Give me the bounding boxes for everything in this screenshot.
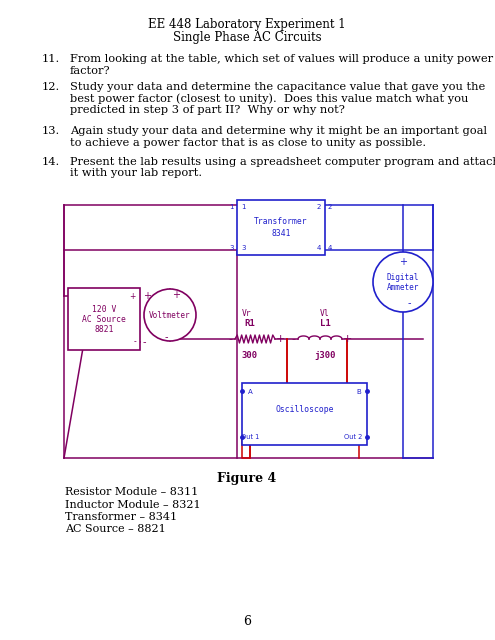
Text: Inductor Module – 8321: Inductor Module – 8321 bbox=[65, 499, 200, 509]
Text: to achieve a power factor that is as close to unity as possible.: to achieve a power factor that is as clo… bbox=[70, 138, 426, 147]
Text: EE 448 Laboratory Experiment 1: EE 448 Laboratory Experiment 1 bbox=[148, 18, 346, 31]
Text: R1: R1 bbox=[245, 319, 255, 328]
Text: Digital: Digital bbox=[387, 273, 419, 282]
Bar bbox=[237, 200, 325, 255]
Text: Figure 4: Figure 4 bbox=[217, 472, 277, 485]
Text: -: - bbox=[291, 334, 295, 344]
Text: Vr: Vr bbox=[242, 308, 252, 317]
Text: Transformer – 8341: Transformer – 8341 bbox=[65, 512, 177, 522]
Text: Ammeter: Ammeter bbox=[387, 284, 419, 292]
Text: Again study your data and determine why it might be an important goal: Again study your data and determine why … bbox=[70, 126, 487, 136]
Text: Transformer: Transformer bbox=[254, 217, 308, 226]
Text: predicted in step 3 of part II?  Why or why not?: predicted in step 3 of part II? Why or w… bbox=[70, 105, 345, 115]
Text: 3: 3 bbox=[230, 245, 234, 251]
Text: Out 2: Out 2 bbox=[344, 434, 362, 440]
Text: 120 V: 120 V bbox=[92, 305, 116, 314]
Text: 3: 3 bbox=[241, 245, 246, 251]
Text: +: + bbox=[143, 291, 151, 301]
Text: 8341: 8341 bbox=[271, 229, 291, 238]
Text: 1: 1 bbox=[230, 204, 234, 210]
Text: Study your data and determine the capacitance value that gave you the: Study your data and determine the capaci… bbox=[70, 82, 485, 92]
Text: Single Phase AC Circuits: Single Phase AC Circuits bbox=[173, 31, 321, 44]
Text: Oscilloscope: Oscilloscope bbox=[275, 406, 334, 415]
Text: AC Source – 8821: AC Source – 8821 bbox=[65, 525, 166, 534]
Text: AC Source: AC Source bbox=[82, 314, 126, 323]
Text: From looking at the table, which set of values will produce a unity power: From looking at the table, which set of … bbox=[70, 54, 493, 64]
Text: -: - bbox=[228, 334, 232, 344]
Text: -: - bbox=[133, 337, 136, 346]
Text: +: + bbox=[343, 334, 351, 344]
Text: +: + bbox=[130, 292, 136, 301]
Text: Present the lab results using a spreadsheet computer program and attach: Present the lab results using a spreadsh… bbox=[70, 157, 495, 167]
Text: +: + bbox=[172, 290, 180, 300]
Circle shape bbox=[373, 252, 433, 312]
Text: -: - bbox=[164, 332, 168, 342]
Text: -: - bbox=[143, 337, 147, 347]
Text: B: B bbox=[356, 389, 361, 395]
Text: 4: 4 bbox=[328, 245, 332, 251]
Text: factor?: factor? bbox=[70, 65, 110, 76]
Text: Resistor Module – 8311: Resistor Module – 8311 bbox=[65, 487, 198, 497]
Text: Voltmeter: Voltmeter bbox=[149, 310, 191, 319]
Text: +: + bbox=[275, 334, 285, 344]
Text: Vl: Vl bbox=[320, 308, 330, 317]
Text: 11.: 11. bbox=[42, 54, 60, 64]
Text: 4: 4 bbox=[317, 245, 321, 251]
Text: 13.: 13. bbox=[42, 126, 60, 136]
Text: 1: 1 bbox=[241, 204, 246, 210]
Text: Out 1: Out 1 bbox=[241, 434, 259, 440]
Text: it with your lab report.: it with your lab report. bbox=[70, 168, 202, 179]
Bar bbox=[68, 288, 140, 350]
Text: -: - bbox=[407, 298, 411, 308]
Text: j300: j300 bbox=[314, 351, 336, 360]
Text: L1: L1 bbox=[320, 319, 330, 328]
Text: A: A bbox=[248, 389, 252, 395]
Circle shape bbox=[144, 289, 196, 341]
Text: 6: 6 bbox=[243, 615, 251, 628]
Text: +: + bbox=[399, 257, 407, 267]
Bar bbox=[242, 383, 367, 445]
Text: 14.: 14. bbox=[42, 157, 60, 167]
Text: 300: 300 bbox=[242, 351, 258, 360]
Text: 2: 2 bbox=[328, 204, 332, 210]
Text: 2: 2 bbox=[317, 204, 321, 210]
Text: 12.: 12. bbox=[42, 82, 60, 92]
Text: best power factor (closest to unity).  Does this value match what you: best power factor (closest to unity). Do… bbox=[70, 93, 468, 104]
Text: 8821: 8821 bbox=[94, 324, 114, 333]
